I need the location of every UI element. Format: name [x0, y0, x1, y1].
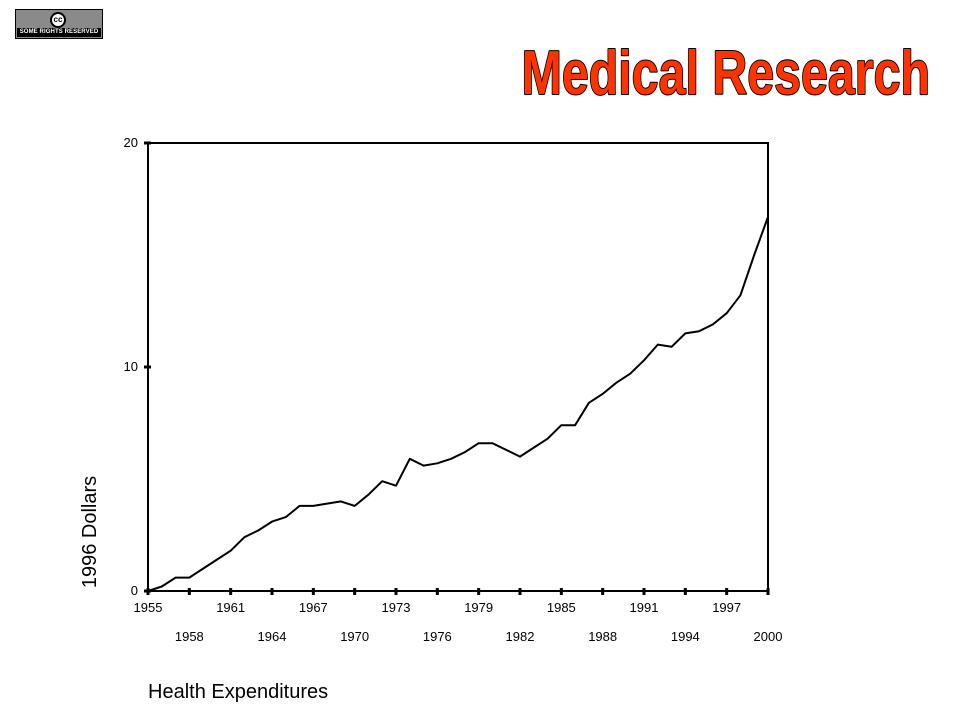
data-point: [684, 332, 687, 335]
data-point: [491, 442, 494, 444]
data-point: [505, 449, 508, 451]
creative-commons-badge: cc SOME RIGHTS RESERVED: [15, 9, 103, 39]
x-tick-label: 1961: [216, 600, 245, 615]
data-point: [519, 455, 521, 458]
data-point: [422, 464, 425, 467]
data-point: [326, 502, 328, 505]
x-tick-label: 1994: [671, 629, 700, 644]
series-line: [147, 216, 769, 592]
y-axis-label: 1996 Dollars: [79, 476, 101, 588]
chart-ticks: [144, 141, 770, 595]
x-tick-label: 1967: [299, 600, 328, 615]
data-point: [670, 346, 673, 348]
data-point: [312, 505, 315, 507]
data-point: [560, 424, 563, 427]
chart-axes: [147, 142, 769, 592]
x-tick-label: 1997: [712, 600, 741, 615]
data-point: [271, 520, 273, 523]
data-point: [229, 549, 232, 552]
x-axis-label: Health Expenditures: [148, 681, 328, 703]
data-point: [216, 558, 218, 561]
data-point: [147, 590, 149, 592]
data-point: [202, 567, 204, 570]
data-point: [698, 330, 700, 332]
data-point: [477, 442, 480, 444]
data-point: [284, 516, 287, 518]
data-point: [340, 500, 342, 503]
data-point: [725, 312, 728, 315]
data-point: [367, 493, 370, 496]
x-tick-label: 1973: [382, 600, 411, 615]
x-tick-label: 1985: [547, 600, 576, 615]
slide-title-text: Medical Research: [522, 38, 930, 107]
data-point: [712, 323, 714, 326]
data-point: [408, 458, 411, 460]
y-tick-label: 10: [124, 359, 138, 374]
y-tick-label: 0: [131, 583, 138, 598]
data-point: [464, 451, 466, 453]
data-point: [395, 484, 397, 487]
x-tick-label: 1991: [630, 600, 659, 615]
data-point: [436, 462, 439, 465]
data-point: [574, 424, 576, 427]
data-point: [656, 343, 659, 346]
data-point: [160, 585, 163, 588]
data-point: [643, 359, 645, 362]
data-point: [615, 381, 618, 384]
data-point: [243, 536, 246, 539]
x-tick-label: 1958: [175, 629, 204, 644]
plot-frame: [147, 142, 769, 592]
chart-labels: 0 10 20 1955 1961 1967 1973 1979 1985 1991 1997 195…: [79, 135, 782, 703]
x-tick-label: 1988: [588, 629, 617, 644]
data-point: [381, 480, 384, 483]
data-point: [588, 402, 590, 404]
x-tick-label: 1970: [340, 629, 369, 644]
data-point: [298, 505, 301, 507]
data-point: [450, 458, 452, 460]
x-tick-label: 1976: [423, 629, 452, 644]
data-point: [739, 294, 742, 297]
data-point: [767, 216, 769, 218]
cc-icon: cc: [50, 12, 66, 28]
data-point: [629, 372, 632, 375]
data-point: [753, 254, 756, 256]
data-point: [532, 446, 535, 449]
x-tick-label: 2000: [754, 629, 783, 644]
y-tick-label: 20: [124, 135, 138, 150]
chart-series: [147, 216, 769, 592]
data-point: [188, 576, 191, 579]
cc-license-text: SOME RIGHTS RESERVED: [17, 28, 101, 37]
slide-title: Medical Research: [521, 37, 931, 108]
data-point: [353, 505, 356, 507]
x-tick-label: 1964: [258, 629, 287, 644]
data-point: [601, 393, 604, 395]
data-point: [546, 437, 549, 440]
data-point: [257, 529, 260, 532]
x-tick-label: 1979: [464, 600, 493, 615]
x-tick-label: 1982: [506, 629, 535, 644]
x-tick-label: 1955: [134, 600, 163, 615]
data-point: [174, 576, 177, 579]
